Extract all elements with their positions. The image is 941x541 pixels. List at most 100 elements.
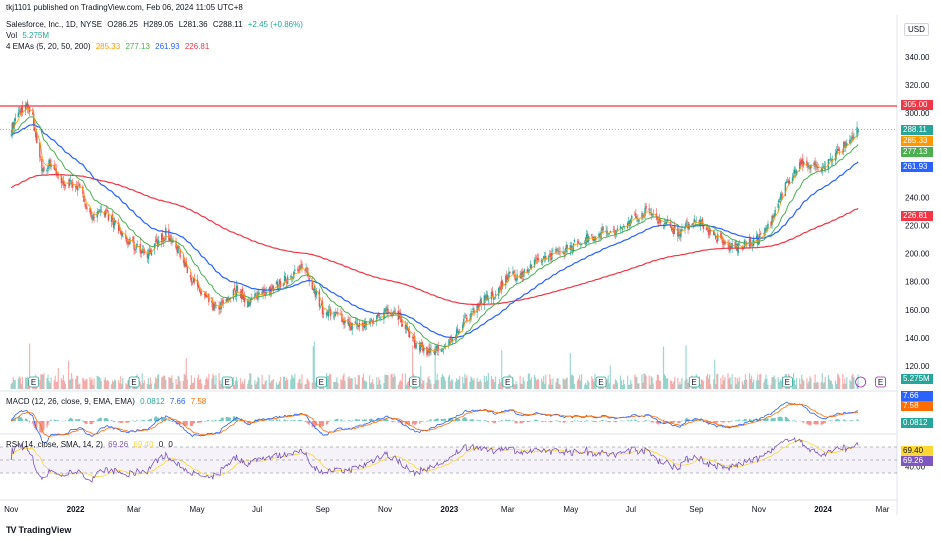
macd-histogram-bar <box>763 418 765 422</box>
candle-body <box>135 246 137 250</box>
rsi-legend[interactable]: RSI (14, close, SMA, 14, 2) 69.26 69.40 … <box>6 440 176 450</box>
macd-histogram-bar <box>206 420 208 422</box>
macd-histogram-bar <box>727 421 729 423</box>
volume-bar <box>471 378 473 389</box>
candle-body <box>470 312 472 320</box>
macd-histogram-bar <box>182 421 184 426</box>
macd-histogram-bar <box>770 419 772 422</box>
volume-bar <box>125 383 127 389</box>
macd-legend[interactable]: MACD (12, 26, close, 9, EMA, EMA) 0.0812… <box>6 397 209 407</box>
volume-bar <box>214 384 216 389</box>
currency-button[interactable]: USD <box>904 23 929 36</box>
candle-body <box>420 342 422 350</box>
earnings-marker-label: E <box>691 378 696 387</box>
volume-bar <box>351 378 353 389</box>
macd-histogram-bar <box>319 421 322 428</box>
volume-bar <box>204 384 206 389</box>
volume-bar <box>807 383 809 389</box>
macd-histogram-bar <box>127 421 129 423</box>
candle-body <box>99 209 101 211</box>
macd-histogram-bar <box>750 419 753 422</box>
candle-body <box>808 165 810 168</box>
macd-histogram-bar <box>82 420 84 422</box>
macd-histogram-bar <box>139 420 141 422</box>
candle-body <box>463 318 465 327</box>
volume-bar <box>570 375 572 389</box>
volume-bar <box>562 378 564 389</box>
volume-bar <box>455 381 457 389</box>
volume-bar <box>68 379 71 389</box>
volume-bar <box>306 378 308 389</box>
macd-histogram-bar <box>562 421 564 423</box>
candle-body <box>192 277 195 283</box>
macd-histogram-bar <box>329 420 331 422</box>
volume-bar <box>591 376 593 389</box>
volume-bar <box>78 384 80 389</box>
tradingview-brand[interactable]: TV TradingView <box>6 525 71 535</box>
macd-histogram-bar <box>674 421 676 423</box>
volume-bar <box>110 384 113 389</box>
volume-bar <box>105 380 108 389</box>
candle-body <box>576 241 579 243</box>
candle-body <box>516 274 518 281</box>
candle-body <box>179 249 181 258</box>
volume-bar <box>550 379 552 389</box>
candle-body <box>658 217 661 222</box>
candle-body <box>845 142 847 149</box>
volume-bar <box>10 384 12 389</box>
macd-histogram-bar <box>90 421 92 425</box>
macd-histogram-bar <box>347 420 349 422</box>
volume-legend[interactable]: Vol 5.275M <box>6 31 52 41</box>
volume-bar <box>564 379 566 389</box>
volume-bar <box>277 383 280 389</box>
candle-body <box>587 233 589 243</box>
volume-bar <box>528 373 530 389</box>
macd-histogram-bar <box>17 416 19 422</box>
candle-body <box>407 329 410 333</box>
candle-body <box>84 203 86 205</box>
volume-bar <box>780 380 782 389</box>
volume-bar <box>430 383 432 389</box>
volume-bar <box>839 377 841 389</box>
volume-bar <box>235 377 238 389</box>
rsi-zero-1: 0 <box>158 440 164 449</box>
candle-body <box>620 227 623 229</box>
macd-histogram-bar <box>457 418 459 422</box>
candle-body <box>125 234 127 240</box>
volume-bar <box>285 380 287 389</box>
volume-bar <box>115 380 117 389</box>
candle-body <box>134 249 136 251</box>
macd-histogram-bar <box>19 417 21 422</box>
macd-histogram-bar <box>672 421 674 424</box>
macd-histogram-bar <box>846 420 848 422</box>
volume-bar <box>458 379 460 389</box>
symbol-name[interactable]: Salesforce, Inc., 1D, NYSE <box>6 20 103 29</box>
ema-legend[interactable]: 4 EMAs (5, 20, 50, 200) 285.33 277.13 26… <box>6 42 212 52</box>
candle-body <box>228 298 230 300</box>
macd-histogram-bar <box>599 421 601 422</box>
candle-body <box>687 222 689 230</box>
macd-histogram-bar <box>218 420 220 422</box>
volume-bar <box>104 377 106 389</box>
candle-body <box>241 288 244 299</box>
macd-histogram-bar <box>114 421 116 422</box>
candle-body <box>856 127 858 137</box>
symbol-legend[interactable]: Salesforce, Inc., 1D, NYSE O286.25 H289.… <box>6 20 306 30</box>
macd-histogram-bar <box>120 421 122 424</box>
macd-histogram-bar <box>340 418 342 422</box>
macd-histogram-bar <box>377 418 379 422</box>
volume-bar <box>11 382 13 389</box>
volume-bar <box>793 379 796 389</box>
volume-bar <box>708 374 711 389</box>
candle-body <box>213 303 215 310</box>
candle-body <box>13 122 15 129</box>
macd-histogram-bar <box>301 420 303 422</box>
candle-body <box>364 321 367 327</box>
macd-histogram-bar <box>306 421 308 423</box>
volume-bar <box>337 382 339 389</box>
volume-bar <box>13 380 15 389</box>
volume-bar <box>291 374 293 389</box>
volume-bar <box>190 375 193 389</box>
volume-bar <box>479 379 481 389</box>
